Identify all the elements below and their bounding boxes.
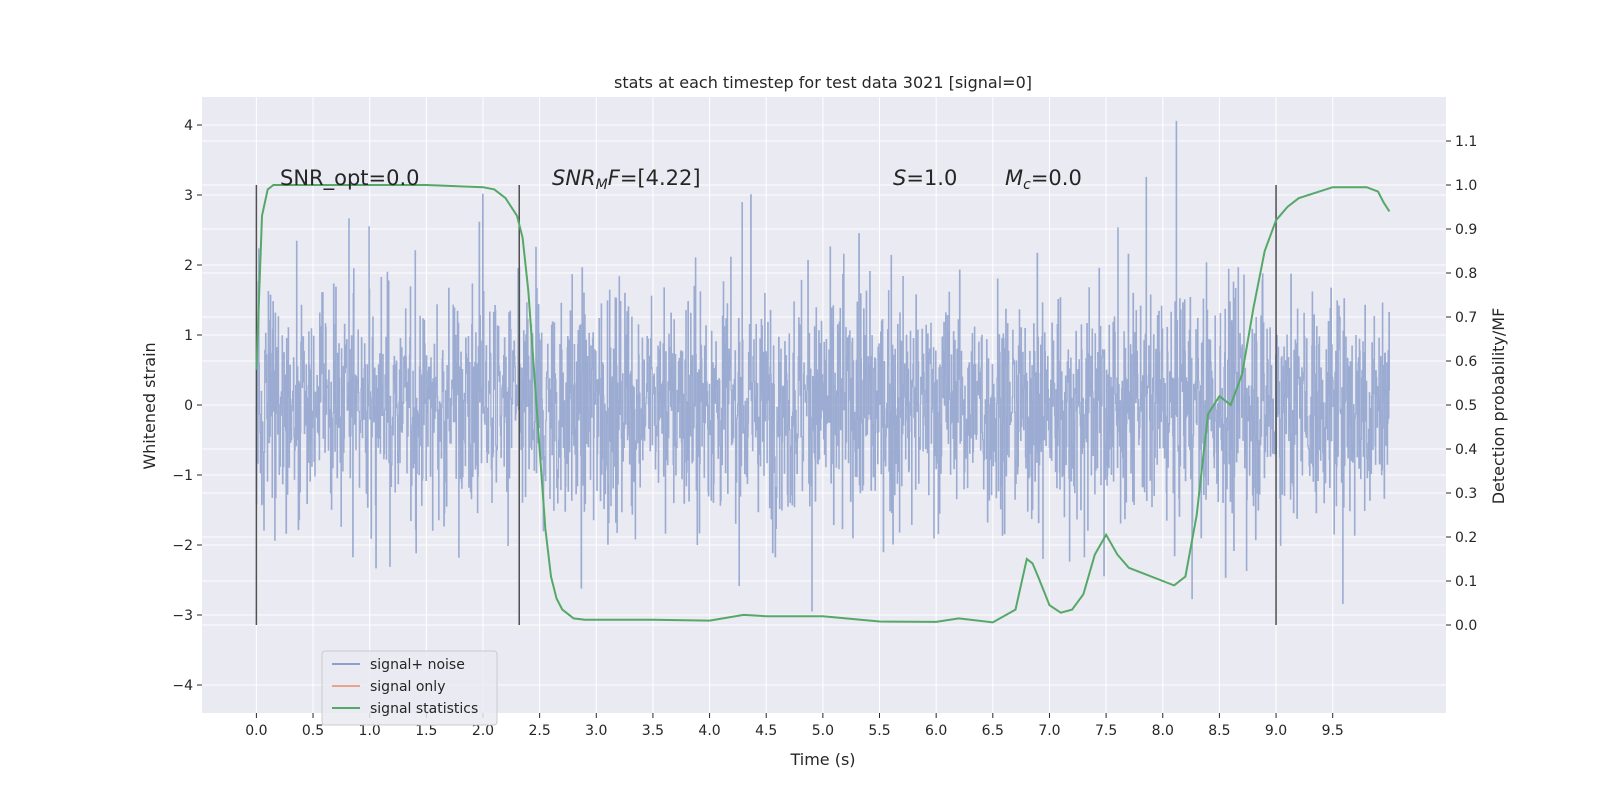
x-tick-label: 5.5 <box>868 723 890 739</box>
x-tick-label: 2.0 <box>472 723 494 739</box>
annotation-snr-mf-tail: F <box>608 166 621 190</box>
segment-boundaries <box>255 185 1277 625</box>
y-tick-label-right: 0.5 <box>1455 398 1477 414</box>
x-axis-label: Time (s) <box>789 750 855 769</box>
x-tick-label: 0.5 <box>302 723 324 739</box>
y-tick-label-left: −1 <box>172 468 193 484</box>
x-tick-label: 7.5 <box>1095 723 1117 739</box>
x-tick-label: 0.0 <box>245 723 267 739</box>
y-tick-label-left: 3 <box>184 188 193 204</box>
annotation-snr-mf-sub: M <box>596 177 608 193</box>
x-tick-label: 6.5 <box>982 723 1004 739</box>
y-tick-label-right: 0.9 <box>1455 222 1477 238</box>
x-tick-label: 1.5 <box>415 723 437 739</box>
y-tick-label-left: −2 <box>172 538 193 554</box>
y-tick-label-right: 1.1 <box>1455 134 1477 150</box>
y-tick-label-left: 4 <box>184 118 193 134</box>
x-tick-label: 3.5 <box>642 723 664 739</box>
x-tick-label: 9.0 <box>1265 723 1287 739</box>
y-tick-label-right: 0.2 <box>1455 530 1477 546</box>
y-tick-label-left: 2 <box>184 258 193 274</box>
y-tick-label-left: 0 <box>184 398 193 414</box>
y-axis-label-left: Whitened strain <box>140 342 159 469</box>
x-tick-label: 2.5 <box>528 723 550 739</box>
x-tick-label: 9.5 <box>1322 723 1344 739</box>
y-tick-label-right: 0.1 <box>1455 574 1477 590</box>
annotation-snr-mf-value: =[4.22] <box>620 166 701 190</box>
x-tick-label: 8.5 <box>1208 723 1230 739</box>
annotation-mc: Mc=0.0 <box>1005 166 1082 193</box>
y-tick-label-right: 0.7 <box>1455 310 1477 326</box>
y-tick-label-right: 0.8 <box>1455 266 1477 282</box>
noise-line <box>255 120 1390 612</box>
x-tick-label: 7.0 <box>1038 723 1060 739</box>
x-tick-label: 3.0 <box>585 723 607 739</box>
statistics-series <box>255 184 1391 624</box>
annotation-snr-mf-main: SNR <box>552 166 596 190</box>
x-tick-label: 8.0 <box>1152 723 1174 739</box>
y-tick-label-right: 1.0 <box>1455 178 1477 194</box>
y-tick-label-left: 1 <box>184 328 193 344</box>
x-tick-label: 4.0 <box>698 723 720 739</box>
y-tick-label-left: −4 <box>172 678 193 694</box>
ticks: 0.0 0.5 1.0 1.5 2.0 2.5 3.0 3.5 4.0 4.5 5.0 5.5 6.0 6… <box>172 118 1477 739</box>
annotation-mc-value: =0.0 <box>1031 166 1082 190</box>
annotation-snr-mf: SNRMF=[4.22] <box>552 166 701 193</box>
y-tick-label-right: 0.6 <box>1455 354 1477 370</box>
noise-series <box>255 120 1390 612</box>
y-tick-label-left: −3 <box>172 608 193 624</box>
x-tick-label: 5.0 <box>812 723 834 739</box>
legend: signal+ noise signal only signal statist… <box>321 650 498 726</box>
annotation-s: S=1.0 <box>893 166 957 190</box>
y-tick-label-right: 0.4 <box>1455 442 1477 458</box>
x-tick-label: 6.0 <box>925 723 947 739</box>
annotation-s-value: =1.0 <box>906 166 957 190</box>
annotation-snr-opt: SNR_opt=0.0 <box>280 166 420 191</box>
statistics-line <box>255 184 1391 624</box>
annotation-mc-sub: c <box>1023 177 1031 193</box>
legend-box <box>321 650 498 726</box>
annotation-mc-symbol: M <box>1005 166 1023 190</box>
y-tick-label-right: 0.0 <box>1455 618 1477 634</box>
x-tick-label: 1.0 <box>359 723 381 739</box>
chart-title: stats at each timestep for test data 302… <box>614 73 1032 92</box>
y-tick-label-right: 0.3 <box>1455 486 1477 502</box>
legend-label-signal-only: signal only <box>370 679 445 695</box>
annotation-s-symbol: S <box>893 166 906 190</box>
y-axis-label-right: Detection probability/MF <box>1489 308 1508 505</box>
legend-label-statistics: signal statistics <box>370 701 478 717</box>
x-tick-label: 4.5 <box>755 723 777 739</box>
legend-label-noise: signal+ noise <box>370 657 465 673</box>
